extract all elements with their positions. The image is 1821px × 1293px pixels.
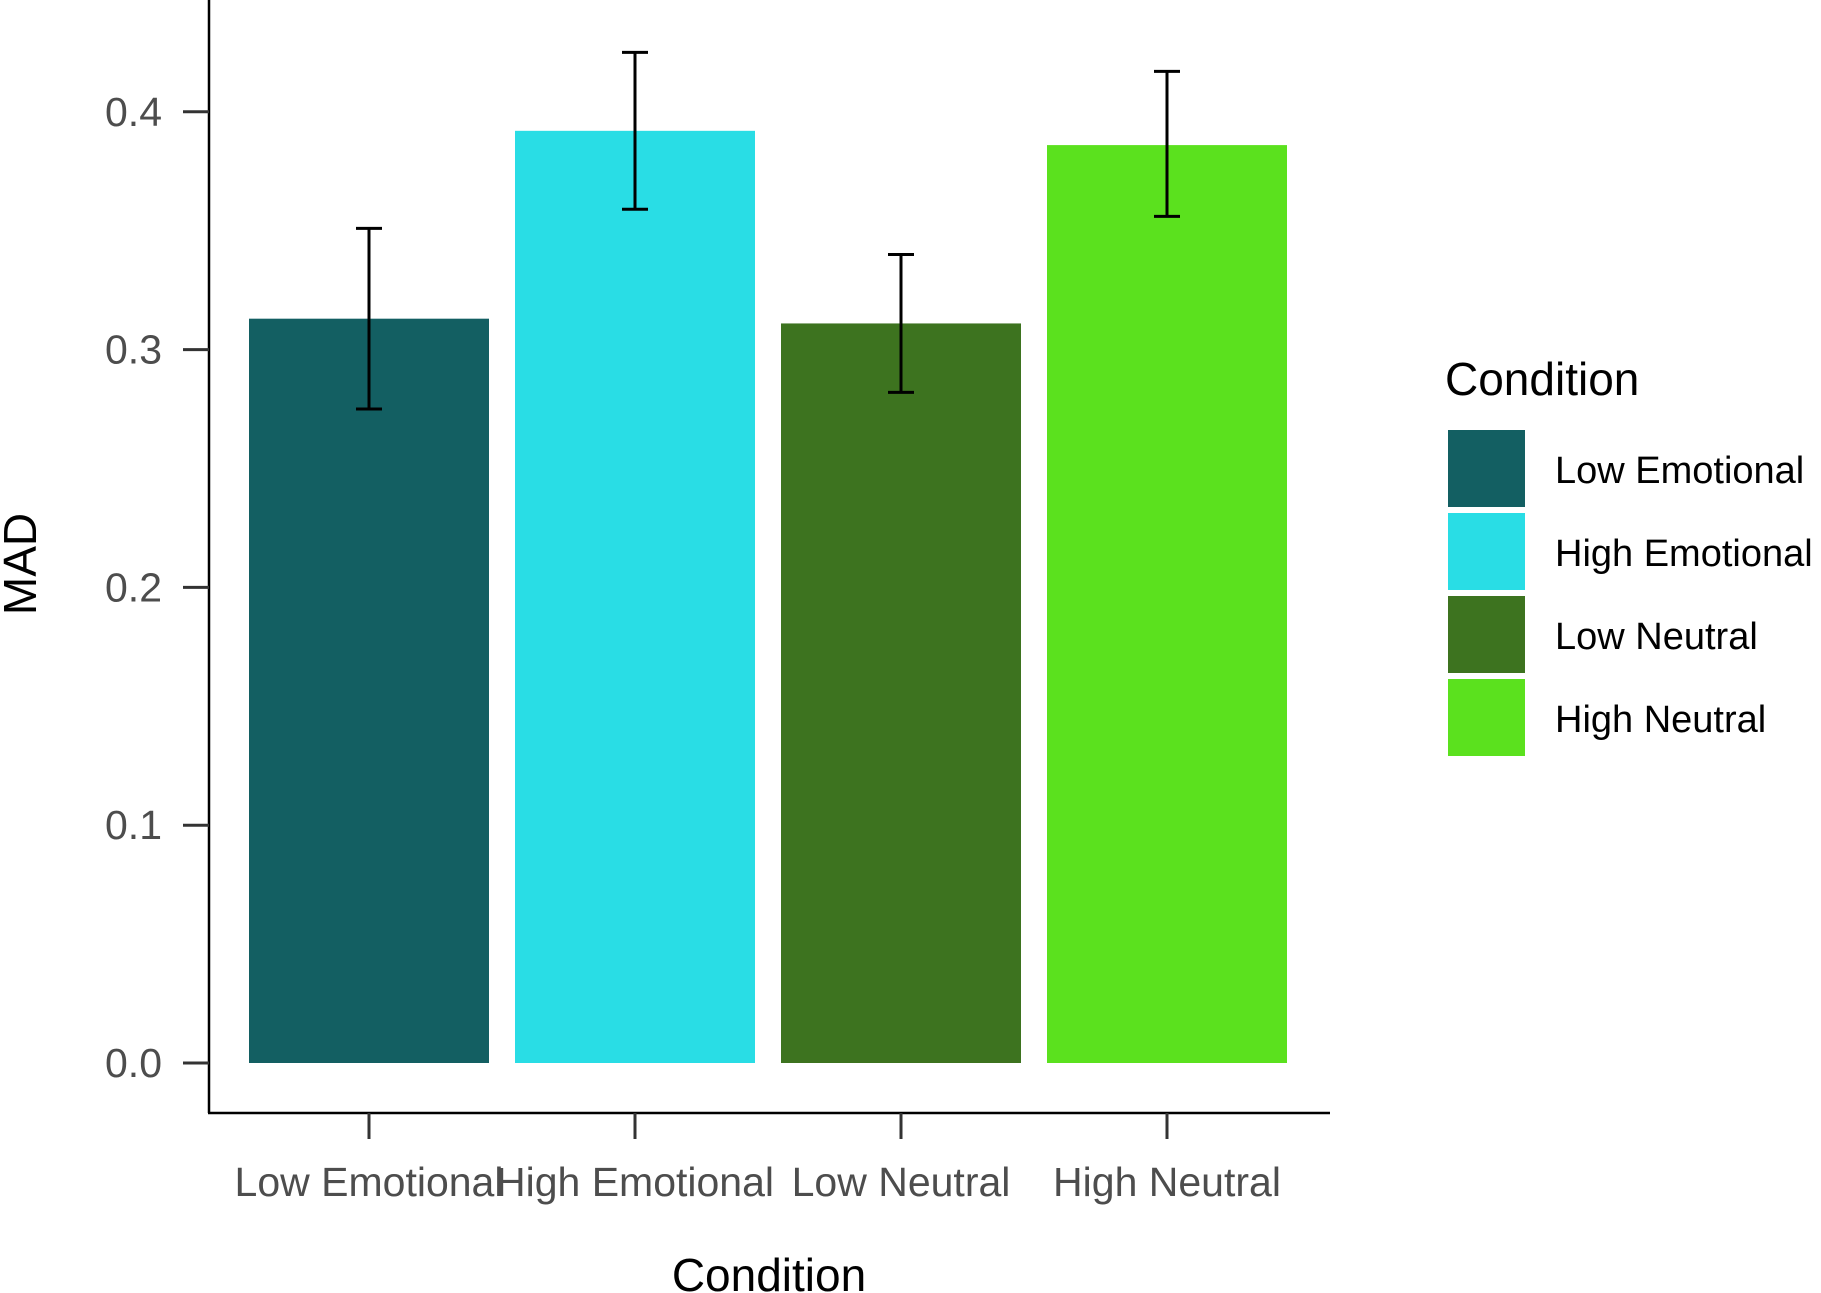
legend-label: Low Emotional [1555, 450, 1804, 492]
y-tick-label: 0.0 [105, 1040, 162, 1086]
bar-0 [249, 318, 489, 1063]
y-ticks: 0.0 0.1 0.2 0.3 0.4 [105, 89, 209, 1086]
y-tick-label: 0.1 [105, 802, 162, 848]
y-tick-label: 0.4 [105, 89, 162, 135]
legend-swatch-0 [1448, 430, 1525, 507]
x-tick-label: High Neutral [1053, 1159, 1281, 1205]
legend-label: High Emotional [1555, 533, 1813, 575]
bar-3 [1047, 145, 1287, 1064]
legend-label: Low Neutral [1555, 616, 1758, 658]
bar-1 [515, 130, 755, 1064]
bars-layer [249, 130, 1287, 1064]
bar-2 [781, 323, 1021, 1063]
y-tick-label: 0.3 [105, 327, 162, 373]
error-bars-layer [356, 50, 1180, 411]
x-axis-label: Condition [672, 1249, 866, 1293]
legend-label: High Neutral [1555, 699, 1766, 741]
x-tick-label: High Emotional [496, 1159, 774, 1205]
legend-swatch-2 [1448, 596, 1525, 673]
legend-items: Low Emotional High Emotional Low Neutral Hi… [1448, 430, 1813, 756]
y-axis-label: MAD [0, 513, 46, 615]
x-tick-label: Low Emotional [235, 1159, 504, 1205]
y-tick-label: 0.2 [105, 564, 162, 610]
legend-title: Condition [1445, 353, 1639, 405]
x-tick-label: Low Neutral [792, 1159, 1011, 1205]
legend-swatch-3 [1448, 679, 1525, 756]
legend-swatch-1 [1448, 513, 1525, 590]
